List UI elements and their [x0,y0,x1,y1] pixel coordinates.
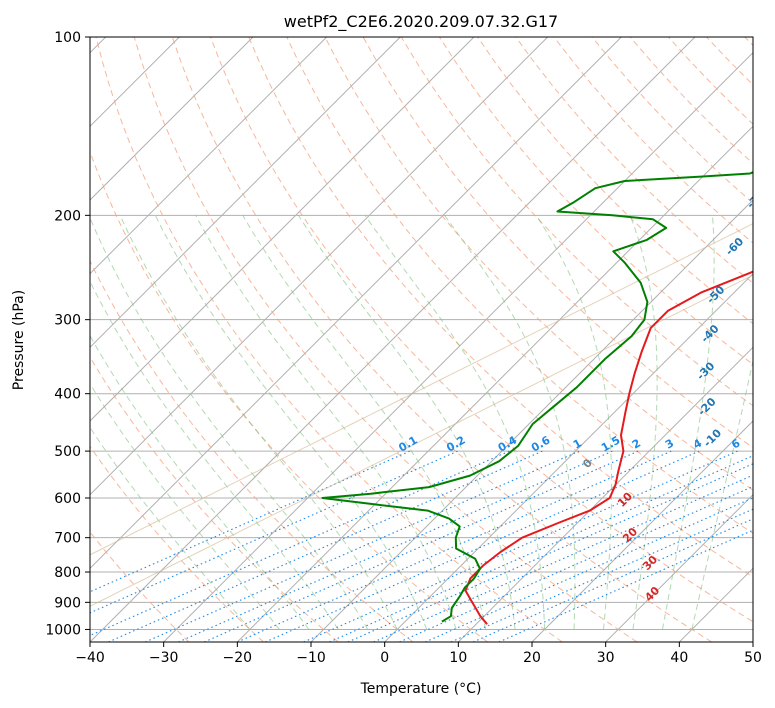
moist-adiabat-line [661,215,715,630]
isotherm-line [605,493,753,642]
mixing-ratio-label: 10 [770,434,775,453]
isotherm-line [90,37,475,422]
isotherm-line [90,37,549,496]
y-axis-label: Pressure (hPa) [11,290,27,390]
y-tick-label: 700 [54,531,81,547]
x-tick-label: 10 [449,650,467,666]
y-tick-label: 900 [54,595,81,611]
moist-adiabat-line [242,215,487,630]
isotherm-line [384,272,753,642]
dry-adiabat-line [248,37,753,578]
dry-adiabat-line [171,37,712,642]
reference-arc-line [90,223,753,556]
y-tick-label: 300 [54,313,81,329]
y-tick-label: 1000 [45,622,81,638]
isotherm-line [236,125,753,642]
dry-adiabat-line [286,37,753,534]
moist-adiabat-line [444,215,576,630]
plot-background [90,37,753,642]
moist-adiabat-line [535,215,613,630]
y-tick-label: 800 [54,565,81,581]
dewpoint-profile-line [321,171,753,623]
profile-series [321,171,753,625]
x-axis-label: Temperature (°C) [360,681,482,697]
reference-arc-line [90,274,753,607]
dry-adiabat-line [515,37,753,284]
x-tick-label: 0 [380,650,389,666]
dry-adiabat-line [90,356,339,642]
x-tick-label: 50 [744,650,762,666]
x-tick-label: 30 [597,650,615,666]
y-tick-label: 400 [54,387,81,403]
moist-adiabat-line [90,334,310,630]
isotherm-line [90,37,401,349]
moist-adiabat-line [364,215,546,630]
moist-adiabat-line [90,426,251,630]
isotherm-line [90,37,254,201]
chart-title: wetPf2_C2E6.2020.209.07.32.G17 [284,12,558,32]
mixing-ratio-label: 8 [755,437,768,452]
moist-adiabat-line [629,215,658,630]
moist-adiabat-line [195,215,457,630]
moist-adiabat-line [297,215,516,630]
isotherm-line [90,37,328,275]
y-tick-label: 600 [54,491,81,507]
plot-frame [89,36,754,643]
dry-adiabat-line [95,37,563,642]
background-reference-lines [90,37,753,642]
x-tick-label: −10 [296,650,326,666]
dry-adiabat-label: -80 [758,140,775,163]
y-tick-label: 100 [54,30,81,46]
isotherm-line [457,346,753,642]
x-tick-label: −40 [75,650,105,666]
x-tick-label: −20 [223,650,253,666]
dry-adiabat-line [90,259,414,642]
isotherm-line [531,420,753,642]
y-tick-label: 200 [54,208,81,224]
dry-adiabat-line [324,37,753,491]
moist-adiabat-line [90,382,280,630]
dry-adiabat-label: -70 [744,188,767,211]
dry-adiabat-line [210,37,753,623]
axes: −40 −30 −20 −10 0 10 20 30 40 50 100 200 300 400 500 60… [45,30,762,666]
isotherm-line [752,641,753,642]
isotherm-line [90,37,696,642]
moist-adiabat-line [691,358,753,630]
x-tick-label: 40 [670,650,688,666]
x-tick-label: −30 [149,650,179,666]
isotherm-line [163,51,753,642]
x-tick-label: 20 [523,650,541,666]
dry-adiabat-line [90,445,264,642]
moist-adiabat-line [154,215,428,630]
moist-adiabat-line [90,280,339,630]
y-tick-label: 500 [54,444,81,460]
moist-adiabat-line [90,216,369,630]
temperature-profile-line [464,270,753,625]
